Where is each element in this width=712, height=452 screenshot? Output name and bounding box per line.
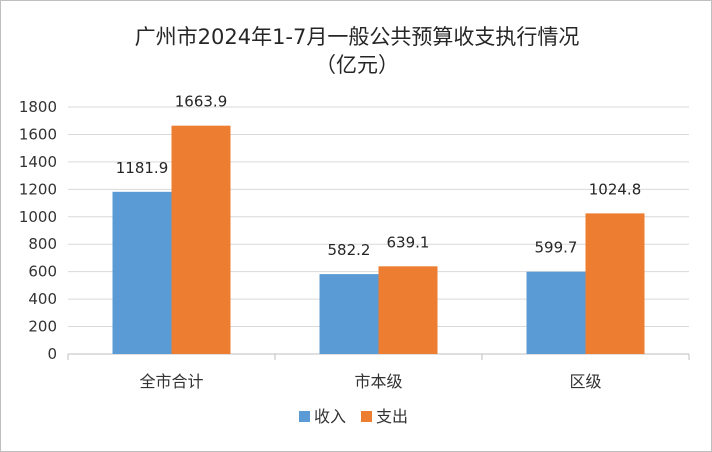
data-label: 1181.9 [116, 159, 169, 177]
data-label: 582.2 [328, 241, 371, 259]
chart-subtitle: （亿元） [315, 53, 399, 77]
bar [112, 191, 172, 354]
bar [526, 271, 586, 354]
legend-swatch [299, 411, 310, 422]
data-label: 1663.9 [175, 93, 228, 111]
y-tick-label: 200 [28, 318, 57, 336]
bar [585, 213, 645, 354]
y-tick-label: 800 [28, 235, 57, 253]
data-label: 599.7 [535, 239, 578, 257]
y-tick-label: 1600 [19, 125, 57, 143]
x-category-label: 市本级 [354, 372, 402, 391]
bar [319, 274, 379, 354]
y-tick-label: 1000 [19, 208, 57, 226]
data-label: 639.1 [387, 233, 430, 251]
legend-swatch [361, 411, 372, 422]
y-tick-label: 1200 [19, 180, 57, 198]
legend-label: 支出 [376, 407, 408, 426]
data-label: 1024.8 [589, 180, 642, 198]
y-tick-label: 0 [47, 345, 57, 363]
x-category-label: 全市合计 [139, 372, 203, 391]
x-category-label: 区级 [569, 372, 601, 391]
chart-title: 广州市2024年1-7月一般公共预算收支执行情况 [134, 25, 580, 49]
y-tick-label: 1800 [19, 98, 57, 116]
y-tick-label: 400 [28, 290, 57, 308]
bar [171, 125, 231, 355]
y-tick-label: 1400 [19, 153, 57, 171]
y-tick-label: 600 [28, 263, 57, 281]
legend-label: 收入 [314, 407, 346, 426]
bar [378, 266, 438, 354]
